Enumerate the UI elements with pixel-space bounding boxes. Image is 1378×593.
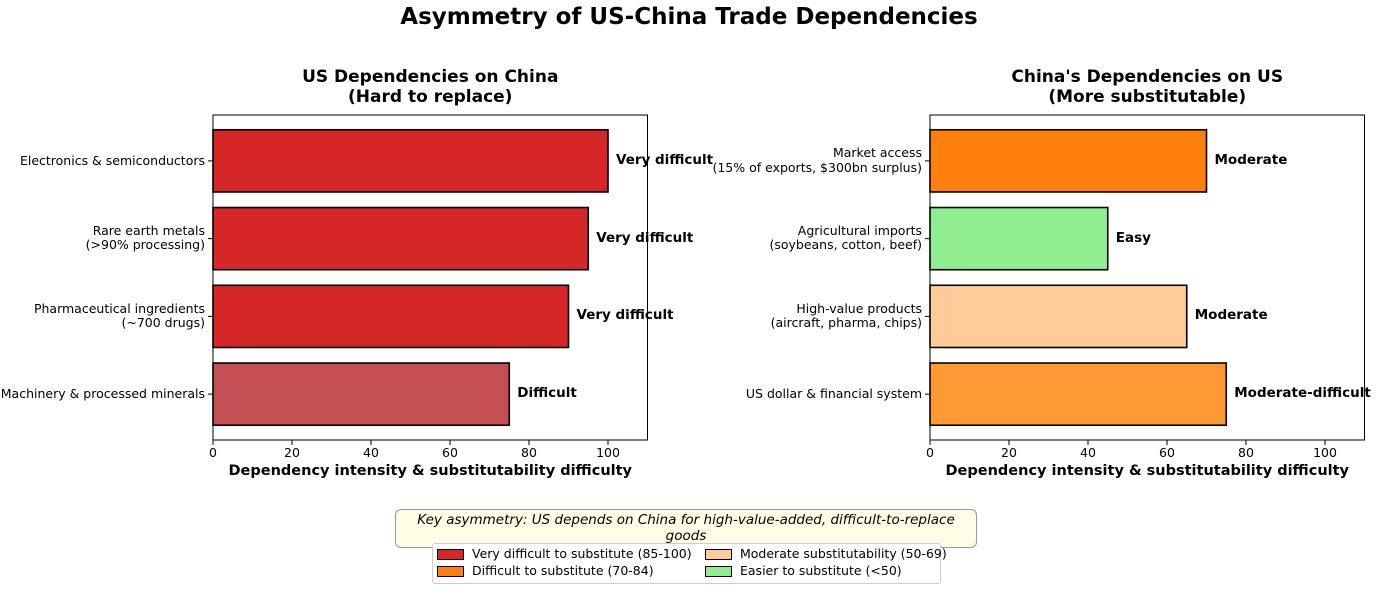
y-tick-label: Market access (15% of exports, $300bn su… [712,145,922,175]
legend-label: Difficult to substitute (70-84) [472,563,654,578]
value-label: Moderate [1194,307,1268,324]
subplot-title: US Dependencies on China (Hard to replac… [302,67,559,107]
legend: Very difficult to substitute (85-100) Dif… [432,543,947,584]
plot-area [929,114,1365,441]
bar [929,284,1188,349]
x-tick-label: 80 [521,445,537,460]
plot-area [212,114,648,441]
bar [929,206,1109,271]
legend-swatch [437,548,464,560]
value-label: Difficult [517,385,577,402]
y-tick-label: Electronics & semiconductors [19,152,205,168]
legend-item: Moderate substitutability (50-69) [705,546,947,561]
y-tick-label: Machinery & processed minerals [0,386,205,402]
suptitle: Asymmetry of US-China Trade Dependencies [400,4,978,30]
bar [212,284,570,349]
legend-item: Difficult to substitute (70-84) [437,563,654,578]
x-tick-label: 0 [209,445,217,460]
x-tick-label: 100 [1313,445,1337,460]
value-label: Very difficult [616,151,714,168]
y-tick-label: Rare earth metals (>90% processing) [85,223,205,253]
x-tick-label: 40 [1080,445,1096,460]
y-tick-label: High-value products (aircraft, pharma, c… [770,300,922,331]
bar [929,362,1228,427]
legend-label: Easier to substitute (<50) [740,563,902,578]
subplot-title: China's Dependencies on US (More substit… [1011,67,1284,107]
x-axis-label: Dependency intensity & substitutability … [228,463,633,479]
legend-label: Moderate substitutability (50-69) [740,546,947,561]
y-tick-label: US dollar & financial system [745,386,922,402]
x-tick-label: 20 [284,445,300,460]
legend-swatch [705,548,732,560]
value-label: Moderate [1214,151,1288,168]
legend-label: Very difficult to substitute (85-100) [472,546,692,561]
value-label: Easy [1115,229,1151,246]
x-tick-label: 0 [926,445,934,460]
bar [929,128,1208,193]
x-tick-label: 80 [1238,445,1254,460]
legend-swatch [705,565,732,577]
x-tick-label: 20 [1001,445,1017,460]
legend-swatch [437,565,464,577]
bar [212,128,609,193]
x-axis-label: Dependency intensity & substitutability … [945,463,1350,479]
value-label: Very difficult [596,229,694,246]
value-label: Very difficult [576,307,674,324]
bar [212,206,590,271]
y-tick-label: Agricultural imports (soybeans, cotton, … [769,223,922,253]
x-tick-label: 40 [363,445,379,460]
x-tick-label: 100 [596,445,620,460]
x-tick-label: 60 [442,445,458,460]
bar [212,362,511,427]
value-label: Moderate-difficult [1234,385,1371,402]
legend-item: Very difficult to substitute (85-100) [437,546,692,561]
legend-item: Easier to substitute (<50) [705,563,902,578]
x-tick-label: 60 [1159,445,1175,460]
y-tick-label: Pharmaceutical ingredients (~700 drugs) [33,300,205,331]
